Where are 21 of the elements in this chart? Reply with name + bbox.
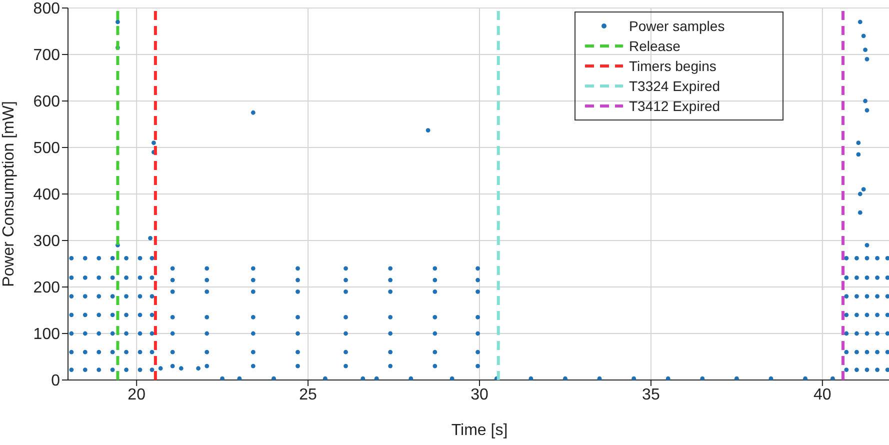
y-tick-label: 500 <box>33 140 60 158</box>
y-tick-label: 200 <box>33 280 60 297</box>
x-tick-label: 25 <box>299 386 318 404</box>
x-tick-label: 35 <box>642 386 660 404</box>
x-tick-label: 20 <box>128 386 146 404</box>
y-tick-label: 100 <box>33 326 60 344</box>
y-tick-label: 300 <box>33 233 60 250</box>
x-tick-label: 30 <box>470 386 488 404</box>
x-tick-label: 40 <box>814 386 832 404</box>
legend-label: T3324 Expired <box>629 78 720 94</box>
legend-label: Release <box>629 38 681 54</box>
y-axis-title: Power Consumption [mW] <box>0 101 18 287</box>
y-tick-label: 600 <box>33 94 60 111</box>
y-tick-label: 0 <box>51 372 60 390</box>
legend-label: Timers begins <box>629 58 716 74</box>
legend-label: Power samples <box>629 18 725 34</box>
y-tick-label: 700 <box>33 47 60 64</box>
x-axis-title: Time [s] <box>451 422 508 439</box>
y-tick-label: 400 <box>33 186 60 204</box>
legend-label: T3412 Expired <box>629 98 720 114</box>
y-tick-label: 800 <box>33 0 60 18</box>
